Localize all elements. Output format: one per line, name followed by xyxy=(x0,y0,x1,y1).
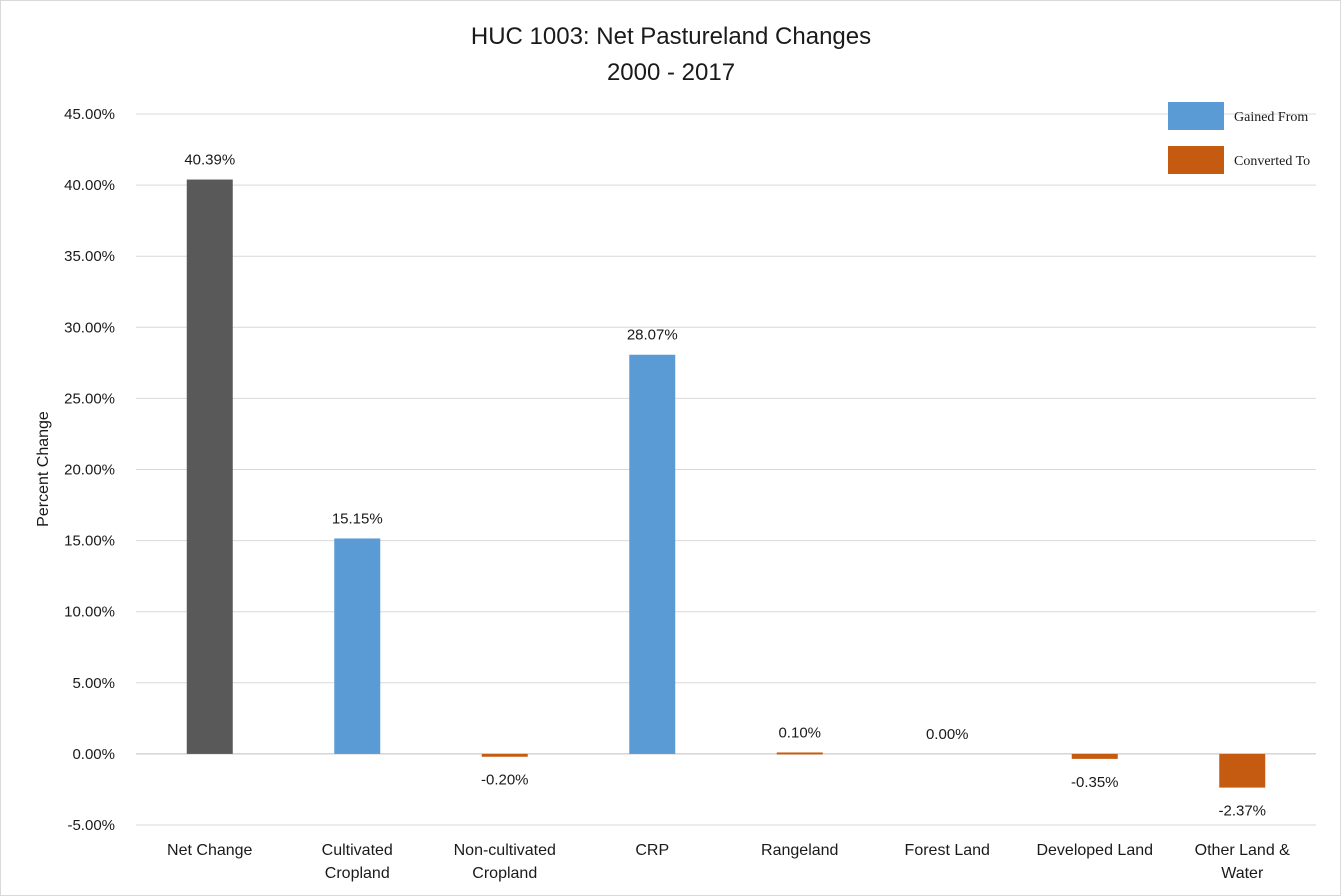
bar-6 xyxy=(1071,753,1118,759)
x-category-label: Water xyxy=(1221,865,1264,882)
legend-label: Converted To xyxy=(1234,154,1310,169)
y-axis-ticks: 45.00% 40.00% 35.00% 30.00% 25.00% 20.00% 15.0… xyxy=(64,106,115,834)
data-label: -0.20% xyxy=(481,772,529,789)
bar-2 xyxy=(481,753,528,757)
data-label: 28.07% xyxy=(627,327,678,344)
bars xyxy=(186,179,1266,788)
x-category-label: Net Change xyxy=(167,842,252,859)
y-tick-label: -5.00% xyxy=(67,817,115,834)
y-tick-label: 5.00% xyxy=(72,675,115,692)
chart-subtitle: 2000 - 2017 xyxy=(607,59,735,86)
bar-7 xyxy=(1219,753,1266,788)
y-tick-label: 10.00% xyxy=(64,604,115,621)
chart-title: HUC 1003: Net Pastureland Changes xyxy=(471,23,871,50)
y-tick-label: 25.00% xyxy=(64,390,115,407)
legend: Gained From Converted To xyxy=(1168,102,1310,174)
x-category-label: Forest Land xyxy=(905,842,990,859)
bar-1 xyxy=(334,538,381,754)
x-category-label: Other Land & xyxy=(1195,842,1291,859)
y-tick-label: 35.00% xyxy=(64,248,115,265)
y-tick-label: 0.00% xyxy=(72,746,115,763)
data-labels: 40.39% 15.15% -0.20% 28.07% 0.10% 0.00% -0.35%… xyxy=(184,152,1266,820)
x-category-label: Cultivated xyxy=(322,842,393,859)
x-category-label: Non-cultivated xyxy=(454,842,556,859)
legend-swatch-gained xyxy=(1168,102,1224,130)
x-category-label: Cropland xyxy=(325,865,390,882)
x-category-label: CRP xyxy=(635,842,669,859)
bar-4 xyxy=(776,752,823,755)
y-tick-label: 40.00% xyxy=(64,177,115,194)
gridlines xyxy=(136,113,1316,826)
bar-3 xyxy=(629,354,676,754)
y-tick-label: 30.00% xyxy=(64,319,115,336)
legend-swatch-converted xyxy=(1168,146,1224,174)
y-tick-label: 15.00% xyxy=(64,533,115,550)
data-label: 15.15% xyxy=(332,510,383,527)
legend-label: Gained From xyxy=(1234,110,1308,125)
x-category-label: Developed Land xyxy=(1036,842,1153,859)
bar-0 xyxy=(186,179,233,754)
y-tick-label: 45.00% xyxy=(64,106,115,123)
data-label: 0.10% xyxy=(778,724,821,741)
x-category-label: Rangeland xyxy=(761,842,838,859)
x-axis-categories: Net Change Cultivated Cropland Non-cultivat… xyxy=(167,842,1290,882)
y-tick-label: 20.00% xyxy=(64,462,115,479)
x-category-label: Cropland xyxy=(472,865,537,882)
data-label: -0.35% xyxy=(1071,774,1119,791)
data-label: -2.37% xyxy=(1218,803,1266,820)
y-axis-label: Percent Change xyxy=(35,411,52,527)
data-label: 40.39% xyxy=(184,152,235,169)
data-label: 0.00% xyxy=(926,726,969,743)
